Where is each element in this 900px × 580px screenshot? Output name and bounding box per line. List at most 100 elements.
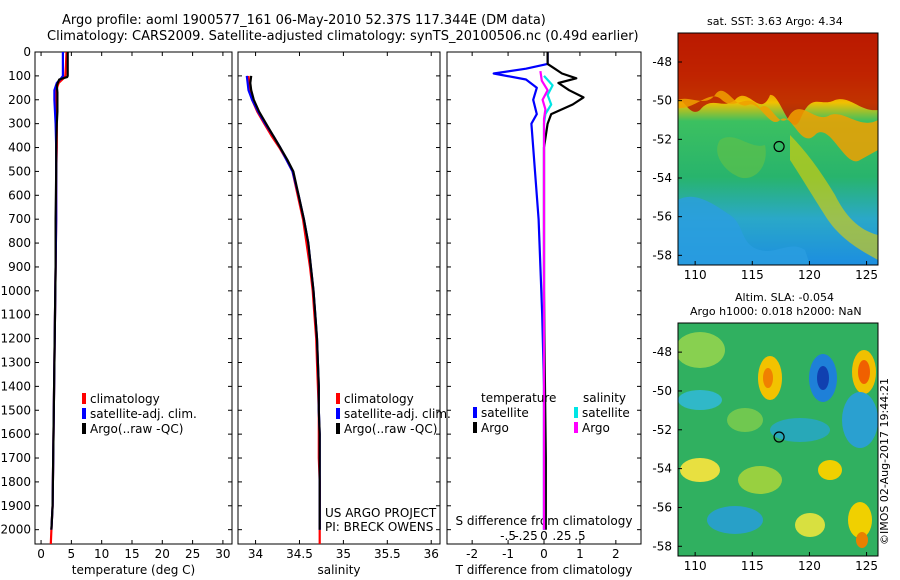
map-lon-tick-label: 110 [684, 559, 707, 573]
sst-map: 110 115 120 125 -48 -50 -52 -54 -56 -58 [652, 32, 879, 282]
depth-tick-label: 300 [8, 117, 31, 131]
depth-tick-label: 1900 [0, 499, 31, 513]
map-lat-tick-label: -50 [652, 384, 672, 398]
sst-axes: 110 115 120 125 -48 -50 -52 -54 -56 -58 [652, 55, 878, 282]
legend-label: satellite-adj. clim. [90, 407, 197, 421]
depth-tick-label: 1700 [0, 451, 31, 465]
imos-watermark: ©IMOS 02-Aug-2017 19:44:21 [878, 378, 891, 545]
x-tick-label: 34 [248, 547, 263, 561]
map-lon-tick-label: 115 [741, 268, 764, 282]
depth-tick-label: 1300 [0, 355, 31, 369]
legend-label: Argo [582, 421, 610, 435]
legend-title-salinity: salinity [583, 391, 626, 405]
title-line-1: Argo profile: aoml 1900577_161 06-May-20… [62, 13, 546, 28]
depth-tick-label: 900 [8, 260, 31, 274]
legend-swatch [336, 393, 340, 404]
legend-swatch [473, 422, 477, 433]
map-lat-tick-label: -52 [652, 423, 672, 437]
legend-label: Argo(..raw -QC) [90, 422, 183, 436]
legend-swatch [82, 408, 86, 419]
depth-tick-label: 1600 [0, 427, 31, 441]
difference-x-axis-title: T difference from climatology [455, 563, 633, 577]
temperature-series-argo-raw-qc- [50, 52, 69, 530]
x-tick-label: 15 [124, 547, 139, 561]
x-tick-label: 2 [612, 547, 620, 561]
x-tick-label: -1 [502, 547, 514, 561]
argo-position-marker [773, 431, 785, 443]
legend-swatch [574, 422, 578, 433]
map-lon-tick-label: 115 [741, 559, 764, 573]
x-tick-label: 5 [68, 547, 76, 561]
map-lat-tick-label: -50 [652, 94, 672, 108]
salinity-series-satellite-adj-clim- [245, 75, 321, 530]
map-lat-tick-label: -58 [652, 539, 672, 553]
s-tick-label: .5 [574, 529, 585, 543]
map-lon-tick-label: 125 [855, 268, 878, 282]
x-tick-label: 10 [94, 547, 109, 561]
argo-position-marker [773, 140, 785, 153]
legend-swatch [336, 408, 340, 419]
map-lon-tick-label: 110 [684, 268, 707, 282]
map-lat-tick-label: -56 [652, 500, 672, 514]
x-tick-label: 25 [185, 547, 200, 561]
legend-title-temperature: temperature [481, 391, 556, 405]
legend-swatch [82, 423, 86, 434]
depth-tick-label: 600 [8, 188, 31, 202]
difference-panel: -2 -1 0 1 2 T difference from climatology -.5-… [446, 51, 642, 577]
title-line-2: Climatology: CARS2009. Satellite-adjuste… [47, 29, 639, 44]
legend-swatch [574, 407, 578, 418]
salinity-series-climatology [247, 75, 321, 544]
depth-tick-label: 1000 [0, 284, 31, 298]
salinity-panel: 34 34.5 35 35.5 36 salinity climatologysatelli… [237, 51, 451, 577]
depth-tick-label: 700 [8, 212, 31, 226]
credit-text: PI: BRECK OWENS [325, 520, 433, 534]
sla-map: 110 115 120 125 -48 -50 -52 -54 -56 -58 [652, 322, 879, 573]
depth-tick-label: 1100 [0, 308, 31, 322]
map-lat-tick-label: -48 [652, 345, 672, 359]
legend-swatch [336, 423, 340, 434]
sla-map-title: Altim. SLA: -0.054 [735, 291, 835, 304]
salinity-x-axis-title: salinity [317, 563, 360, 577]
map-lat-tick-label: -56 [652, 210, 672, 224]
depth-tick-label: 0 [23, 45, 31, 59]
legend-label: climatology [344, 392, 414, 406]
salinity-plot-frame [237, 51, 441, 545]
depth-tick-label: 500 [8, 164, 31, 178]
x-tick-label: 1 [576, 547, 584, 561]
depth-tick-label: 400 [8, 141, 31, 155]
x-tick-label: 35 [336, 547, 351, 561]
x-tick-label: 0 [540, 547, 548, 561]
salinity-series-argo-raw-qc- [249, 75, 321, 530]
x-tick-label: 30 [215, 547, 230, 561]
s-tick-label: 0 [540, 529, 548, 543]
depth-tick-label: 1800 [0, 475, 31, 489]
map-lat-tick-label: -48 [652, 55, 672, 69]
legend-swatch [473, 407, 477, 418]
difference-series-satellite [492, 52, 549, 530]
credit-text: US ARGO PROJECT [325, 506, 437, 520]
sst-map-title: sat. SST: 3.63 Argo: 4.34 [707, 15, 843, 28]
temperature-panel: 0100200300400500600700800900100011001200… [0, 45, 233, 577]
sla-field [678, 323, 878, 556]
figure-title: Argo profile: aoml 1900577_161 06-May-20… [0, 0, 650, 48]
map-lon-tick-label: 125 [855, 559, 878, 573]
difference-series-argo [539, 70, 549, 530]
legend-label: satellite [481, 406, 529, 420]
depth-tick-label: 1200 [0, 332, 31, 346]
map-lat-tick-label: -54 [652, 462, 672, 476]
depth-tick-label: 1400 [0, 379, 31, 393]
depth-tick-label: 800 [8, 236, 31, 250]
legend-label: satellite [582, 406, 630, 420]
legend-label: Argo [481, 421, 509, 435]
s-tick-label: -.25 [514, 529, 537, 543]
s-tick-label: .25 [552, 529, 571, 543]
temperature-plot-frame [34, 51, 233, 545]
map-lon-tick-label: 120 [798, 559, 821, 573]
x-tick-label: 34.5 [286, 547, 313, 561]
temperature-x-axis-title: temperature (deg C) [72, 563, 195, 577]
legend-label: satellite-adj. clim. [344, 407, 451, 421]
x-tick-label: 35.5 [374, 547, 401, 561]
depth-tick-label: 1500 [0, 403, 31, 417]
x-tick-label: 20 [155, 547, 170, 561]
